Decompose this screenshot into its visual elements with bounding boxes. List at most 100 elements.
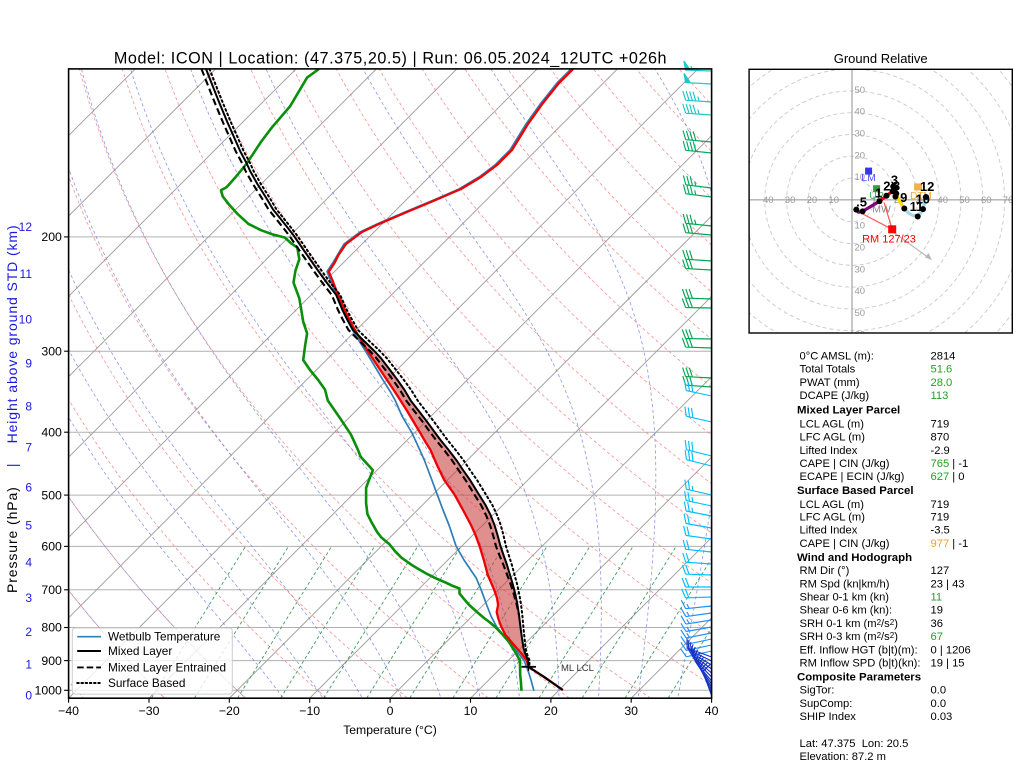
svg-text:1000: 1000: [35, 684, 63, 698]
svg-text:3: 3: [891, 173, 898, 188]
svg-text:10: 10: [916, 191, 930, 206]
svg-text:Mixed Layer: Mixed Layer: [108, 644, 172, 658]
svg-text:DCAPE (J/kg): DCAPE (J/kg): [800, 390, 870, 402]
svg-text:1: 1: [25, 658, 32, 672]
svg-text:2: 2: [883, 179, 890, 194]
svg-text:1: 1: [875, 185, 882, 200]
svg-text:Surface Based: Surface Based: [108, 676, 185, 690]
svg-text:70: 70: [1003, 195, 1014, 206]
svg-text:7: 7: [25, 441, 32, 455]
svg-text:127: 127: [931, 565, 950, 577]
svg-text:719: 719: [931, 418, 950, 430]
svg-text:SigTor:: SigTor:: [800, 685, 835, 697]
svg-text:2: 2: [25, 625, 32, 639]
svg-text:20: 20: [807, 195, 818, 206]
svg-text:600: 600: [41, 540, 62, 554]
svg-text:0: 0: [387, 704, 394, 718]
svg-text:9: 9: [25, 357, 32, 371]
svg-text:40: 40: [855, 286, 866, 297]
svg-text:30: 30: [785, 195, 796, 206]
svg-text:19: 19: [931, 605, 943, 617]
svg-text:11: 11: [910, 199, 924, 214]
svg-text:30: 30: [855, 264, 866, 275]
svg-text:Lifted Index: Lifted Index: [800, 525, 858, 537]
svg-text:Ground Relative: Ground Relative: [834, 51, 928, 66]
svg-text:ML LCL: ML LCL: [561, 663, 594, 674]
svg-text:SHIP Index: SHIP Index: [800, 711, 857, 723]
svg-text:300: 300: [41, 344, 62, 358]
svg-text:400: 400: [41, 425, 62, 439]
svg-text:Mixed Layer Entrained: Mixed Layer Entrained: [108, 660, 226, 674]
svg-text:ECAPE | ECIN (J/kg): ECAPE | ECIN (J/kg): [800, 471, 905, 483]
svg-text:DTM: DTM: [910, 191, 932, 202]
svg-text:20: 20: [855, 150, 866, 161]
svg-text:SRH 0-3 km (m2/s2): SRH 0-3 km (m2/s2): [800, 631, 899, 643]
svg-text:SupComp:: SupComp:: [800, 698, 853, 710]
svg-text:LCL AGL (m): LCL AGL (m): [800, 418, 865, 430]
svg-text:Model: ICON | Location: (47.37: Model: ICON | Location: (47.375,20.5) | …: [114, 50, 667, 68]
svg-text:Lat: 47.375 Lon: 20.5: Lat: 47.375 Lon: 20.5: [800, 738, 909, 750]
svg-text:RM Inflow SPD (b|t)(kn):: RM Inflow SPD (b|t)(kn):: [800, 658, 921, 670]
svg-text:0.0: 0.0: [931, 698, 947, 710]
svg-text:9: 9: [900, 190, 907, 205]
svg-text:SRH 0-1 km (m2/s2): SRH 0-1 km (m2/s2): [800, 618, 899, 630]
svg-text:Temperature (°C): Temperature (°C): [343, 723, 437, 737]
svg-text:-3.5: -3.5: [931, 525, 950, 537]
svg-text:Total Totals: Total Totals: [800, 364, 856, 376]
svg-text:Shear 0-6 km (kn):: Shear 0-6 km (kn):: [800, 605, 893, 617]
svg-text:Eff. Inflow HGT (b|t)(m):: Eff. Inflow HGT (b|t)(m):: [800, 644, 918, 656]
svg-text:−40: −40: [58, 704, 79, 718]
svg-text:Pressure (hPa) | Height: Pressure (hPa) | Height above ground STD…: [4, 224, 20, 593]
svg-text:40: 40: [763, 195, 774, 206]
svg-text:PWAT (mm): PWAT (mm): [800, 377, 860, 389]
svg-text:LFC AGL (m): LFC AGL (m): [800, 432, 866, 444]
svg-text:30: 30: [916, 195, 927, 206]
svg-text:Mixed Layer Parcel: Mixed Layer Parcel: [797, 405, 900, 417]
svg-text:30: 30: [855, 129, 866, 140]
svg-text:900: 900: [41, 654, 62, 668]
svg-text:0.03: 0.03: [931, 711, 953, 723]
svg-text:30: 30: [624, 704, 638, 718]
svg-text:10: 10: [19, 313, 33, 327]
svg-text:10: 10: [828, 195, 839, 206]
svg-text:765 | -1: 765 | -1: [931, 458, 969, 470]
svg-text:60: 60: [855, 330, 866, 341]
svg-text:Lifted Index: Lifted Index: [800, 445, 858, 457]
svg-text:500: 500: [41, 488, 62, 502]
svg-text:0°C AMSL (m):: 0°C AMSL (m):: [800, 351, 874, 363]
svg-text:8: 8: [25, 399, 32, 413]
svg-text:Composite Parameters: Composite Parameters: [797, 671, 921, 683]
svg-text:40: 40: [855, 107, 866, 118]
svg-text:50: 50: [959, 195, 970, 206]
svg-text:LFC AGL (m): LFC AGL (m): [800, 512, 866, 524]
svg-text:MW: MW: [872, 204, 891, 216]
svg-text:113: 113: [931, 390, 949, 402]
svg-text:28.0: 28.0: [931, 377, 953, 389]
svg-text:40: 40: [705, 704, 719, 718]
svg-text:700: 700: [41, 583, 62, 597]
svg-text:-2.9: -2.9: [931, 445, 950, 457]
svg-text:10: 10: [855, 221, 866, 232]
svg-text:10: 10: [464, 704, 478, 718]
svg-text:11: 11: [931, 592, 943, 604]
svg-text:Wetbulb Temperature: Wetbulb Temperature: [108, 630, 221, 644]
svg-text:50: 50: [855, 308, 866, 319]
svg-text:5: 5: [25, 519, 32, 533]
svg-text:12: 12: [920, 179, 934, 194]
svg-text:12: 12: [19, 220, 33, 234]
svg-text:RM Spd (kn|km/h): RM Spd (kn|km/h): [800, 578, 890, 590]
svg-text:0.0: 0.0: [931, 685, 947, 697]
svg-text:870: 870: [931, 432, 950, 444]
svg-text:10: 10: [855, 172, 866, 183]
svg-text:8: 8: [893, 178, 900, 193]
svg-text:Shear 0-1 km (kn): Shear 0-1 km (kn): [800, 592, 890, 604]
svg-text:Surface Based Parcel: Surface Based Parcel: [797, 485, 914, 497]
svg-text:20: 20: [855, 243, 866, 254]
svg-text:36: 36: [931, 618, 943, 630]
svg-text:RM 127/23: RM 127/23: [862, 234, 916, 246]
svg-text:.5: .5: [856, 195, 867, 210]
svg-text:2814: 2814: [931, 351, 956, 363]
svg-text:−10: −10: [299, 704, 320, 718]
svg-text:60: 60: [981, 195, 992, 206]
svg-text:4: 4: [25, 556, 32, 570]
